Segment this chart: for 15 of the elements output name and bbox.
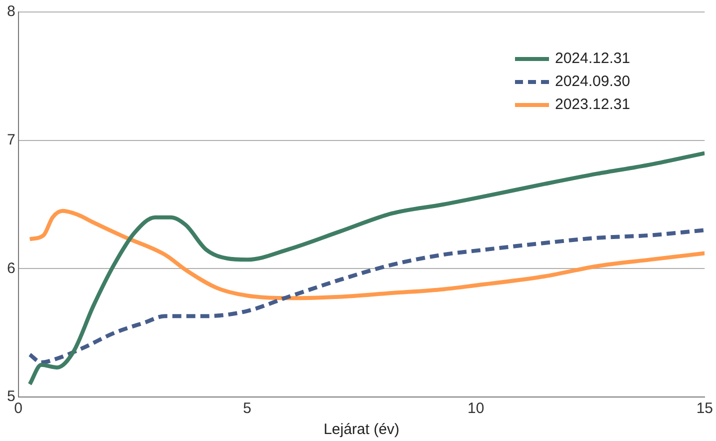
line-series [28, 208, 705, 300]
x-tick-label: 5 [242, 400, 252, 418]
y-tick-label: 8 [7, 3, 16, 20]
x-tick-label: 10 [468, 400, 484, 418]
line-series [28, 228, 705, 364]
x-tick-label: 15 [696, 400, 713, 418]
legend-label: 2023.12.31 [555, 96, 630, 113]
line-series [28, 151, 705, 386]
x-axis-title: Lejárat (év) [324, 421, 400, 438]
legend-label: 2024.09.30 [555, 73, 630, 90]
y-tick-label: 6 [7, 260, 16, 277]
legend-label: 2024.12.31 [555, 50, 630, 67]
y-tick-label: 5 [7, 388, 16, 406]
y-tick-label: 7 [7, 131, 16, 148]
x-tick-label: 0 [14, 400, 23, 418]
